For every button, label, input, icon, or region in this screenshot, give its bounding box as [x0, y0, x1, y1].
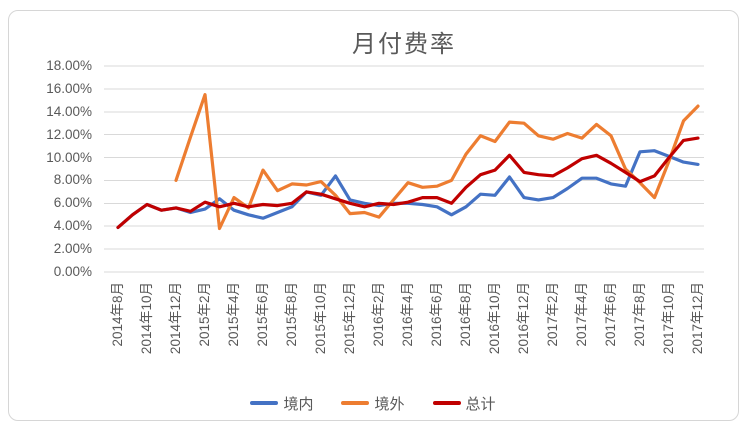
series-line-2	[116, 136, 700, 229]
y-tick-label: 14.00%	[46, 103, 92, 119]
y-tick-label: 18.00%	[46, 58, 92, 73]
x-tick-label: 2014年10月	[139, 282, 154, 355]
x-tick-label: 2015年10月	[313, 282, 328, 355]
legend-swatch-icon	[432, 401, 461, 405]
y-tick-label: 12.00%	[46, 126, 92, 142]
series-line-1	[174, 92, 700, 231]
legend-label: 境内	[283, 395, 314, 413]
legend-label: 总计	[465, 395, 496, 413]
legend-swatch-icon	[341, 401, 370, 405]
y-tick-label: 8.00%	[53, 172, 92, 188]
legend-item-1: 境外	[341, 393, 405, 414]
x-tick-label: 2017年10月	[661, 282, 676, 355]
y-tick-label: 6.00%	[53, 195, 92, 211]
x-tick-label: 2015年8月	[284, 282, 299, 347]
x-tick-label: 2016年4月	[400, 282, 415, 347]
x-tick-label: 2016年12月	[516, 282, 531, 355]
legend-item-2: 总计	[432, 393, 496, 414]
x-tick-label: 2017年12月	[690, 282, 705, 355]
x-tick-label: 2016年8月	[458, 282, 473, 347]
legend: 境内 境外 总计	[0, 392, 746, 414]
x-tick-label: 2014年8月	[110, 282, 125, 347]
legend-swatch-icon	[250, 401, 279, 405]
x-tick-label: 2016年10月	[487, 282, 502, 355]
legend-label: 境外	[374, 395, 405, 413]
x-tick-label: 2017年6月	[603, 282, 618, 347]
x-tick-label: 2015年2月	[197, 282, 212, 347]
x-tick-label: 2015年4月	[226, 282, 241, 347]
x-tick-label: 2014年12月	[168, 282, 183, 355]
x-tick-label: 2017年4月	[574, 282, 589, 347]
chart-title: 月付费率	[352, 31, 456, 58]
y-tick-label: 0.00%	[53, 264, 92, 279]
legend-item-0: 境内	[250, 393, 313, 414]
plot-area	[104, 65, 704, 273]
x-tick-label: 2017年2月	[545, 282, 560, 347]
y-tick-label: 16.00%	[46, 80, 92, 96]
x-tick-label: 2016年2月	[371, 282, 386, 347]
y-tick-label: 2.00%	[53, 241, 92, 257]
y-tick-label: 10.00%	[46, 149, 92, 165]
x-tick-label: 2015年12月	[342, 282, 357, 355]
x-tick-label: 2016年6月	[429, 282, 444, 347]
x-tick-label: 2017年8月	[632, 282, 647, 347]
y-tick-label: 4.00%	[53, 218, 92, 234]
x-tick-label: 2015年6月	[255, 282, 270, 347]
